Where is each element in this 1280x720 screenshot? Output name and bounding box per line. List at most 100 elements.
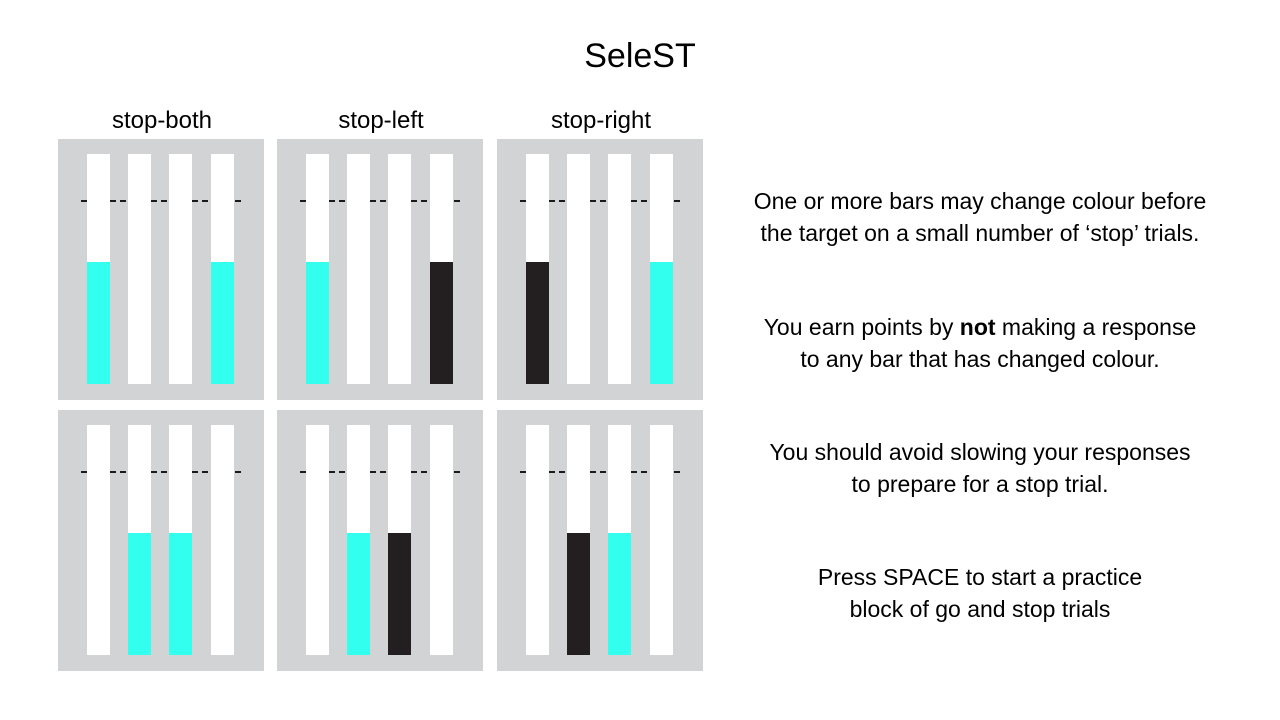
target-line-dash bbox=[370, 471, 376, 473]
target-line-dash bbox=[329, 471, 335, 473]
instruction-line: to any bar that has changed colour. bbox=[800, 346, 1160, 372]
response-bar-4 bbox=[211, 154, 234, 384]
stimulus-panel-stop-left bbox=[277, 139, 483, 400]
target-line-dash bbox=[641, 471, 647, 473]
instruction-text: You earn points by bbox=[763, 314, 960, 340]
target-line-dash bbox=[120, 200, 126, 202]
target-line-dash bbox=[161, 200, 167, 202]
target-line-dash bbox=[549, 200, 555, 202]
target-line-dash bbox=[192, 200, 198, 202]
target-line-dash bbox=[600, 471, 606, 473]
response-bar-4 bbox=[430, 154, 453, 384]
column-label-stop-right: stop-right bbox=[550, 107, 652, 134]
stop-fill bbox=[526, 262, 549, 384]
instruction-line: block of go and stop trials bbox=[849, 596, 1111, 622]
response-bar-1 bbox=[306, 425, 329, 655]
stimulus-panel-stop-right bbox=[497, 410, 703, 671]
target-line-dash bbox=[120, 471, 126, 473]
response-bar-4 bbox=[650, 154, 673, 384]
target-line-dash bbox=[202, 471, 208, 473]
target-line-dash bbox=[411, 471, 417, 473]
target-line-dash bbox=[674, 200, 680, 202]
target-line-dash bbox=[235, 200, 241, 202]
instruction-text: making a response bbox=[995, 314, 1197, 340]
instruction-line: the target on a small number of ‘stop’ t… bbox=[760, 220, 1200, 246]
response-bar-2 bbox=[128, 425, 151, 655]
target-line-dash bbox=[151, 200, 157, 202]
target-line-dash bbox=[161, 471, 167, 473]
column-label-stop-left: stop-left bbox=[338, 107, 424, 134]
target-line-dash bbox=[454, 200, 460, 202]
target-line-dash bbox=[300, 200, 306, 202]
instruction-line: Press SPACE to start a practice bbox=[817, 564, 1143, 590]
target-line-dash bbox=[380, 200, 386, 202]
target-line-dash bbox=[110, 471, 116, 473]
response-bar-3 bbox=[388, 154, 411, 384]
response-bar-1 bbox=[306, 154, 329, 384]
target-line-dash bbox=[81, 200, 87, 202]
instruction-avoid-slowing: You should avoid slowing your responses … bbox=[700, 436, 1260, 500]
response-bar-3 bbox=[169, 154, 192, 384]
go-fill bbox=[347, 533, 370, 655]
target-line-dash bbox=[411, 200, 417, 202]
target-line-dash bbox=[559, 471, 565, 473]
target-line-dash bbox=[549, 471, 555, 473]
response-bar-4 bbox=[650, 425, 673, 655]
response-bar-1 bbox=[526, 154, 549, 384]
response-bar-4 bbox=[430, 425, 453, 655]
target-line-dash bbox=[674, 471, 680, 473]
target-line-dash bbox=[590, 200, 596, 202]
instruction-line: You should avoid slowing your responses bbox=[769, 439, 1191, 465]
instruction-earn-points: You earn points by not making a response… bbox=[700, 311, 1260, 375]
target-line-dash bbox=[421, 471, 427, 473]
target-line-dash bbox=[600, 200, 606, 202]
target-line-dash bbox=[421, 200, 427, 202]
instruction-colour-change: One or more bars may change colour befor… bbox=[700, 185, 1260, 249]
go-fill bbox=[306, 262, 329, 384]
go-fill bbox=[87, 262, 110, 384]
target-line-dash bbox=[454, 471, 460, 473]
instruction-emphasis: not bbox=[959, 314, 996, 340]
go-fill bbox=[128, 533, 151, 655]
response-bar-1 bbox=[87, 154, 110, 384]
response-bar-3 bbox=[608, 154, 631, 384]
target-line-dash bbox=[631, 471, 637, 473]
instruction-line: to prepare for a stop trial. bbox=[851, 471, 1109, 497]
instruction-line: One or more bars may change colour befor… bbox=[753, 188, 1207, 214]
response-bar-2 bbox=[128, 154, 151, 384]
go-fill bbox=[211, 262, 234, 384]
stimulus-panel-stop-right bbox=[497, 139, 703, 400]
target-line-dash bbox=[235, 471, 241, 473]
target-line-dash bbox=[202, 200, 208, 202]
target-line-dash bbox=[380, 471, 386, 473]
response-bar-3 bbox=[388, 425, 411, 655]
target-line-dash bbox=[559, 200, 565, 202]
go-fill bbox=[650, 262, 673, 384]
response-bar-3 bbox=[169, 425, 192, 655]
target-line-dash bbox=[641, 200, 647, 202]
stimulus-panel-stop-both bbox=[58, 139, 264, 400]
target-line-dash bbox=[329, 200, 335, 202]
stop-fill bbox=[388, 533, 411, 655]
response-bar-1 bbox=[87, 425, 110, 655]
response-bar-2 bbox=[567, 425, 590, 655]
response-bar-1 bbox=[526, 425, 549, 655]
response-bar-2 bbox=[567, 154, 590, 384]
response-bar-2 bbox=[347, 154, 370, 384]
target-line-dash bbox=[81, 471, 87, 473]
stop-fill bbox=[430, 262, 453, 384]
stop-fill bbox=[567, 533, 590, 655]
target-line-dash bbox=[300, 471, 306, 473]
stimulus-panel-stop-both bbox=[58, 410, 264, 671]
instruction-line: You earn points by not making a response bbox=[700, 311, 1260, 343]
target-line-dash bbox=[520, 471, 526, 473]
target-line-dash bbox=[590, 471, 596, 473]
response-bar-4 bbox=[211, 425, 234, 655]
response-bar-3 bbox=[608, 425, 631, 655]
go-fill bbox=[169, 533, 192, 655]
target-line-dash bbox=[520, 200, 526, 202]
target-line-dash bbox=[631, 200, 637, 202]
column-label-stop-both: stop-both bbox=[111, 107, 213, 134]
target-line-dash bbox=[151, 471, 157, 473]
target-line-dash bbox=[192, 471, 198, 473]
